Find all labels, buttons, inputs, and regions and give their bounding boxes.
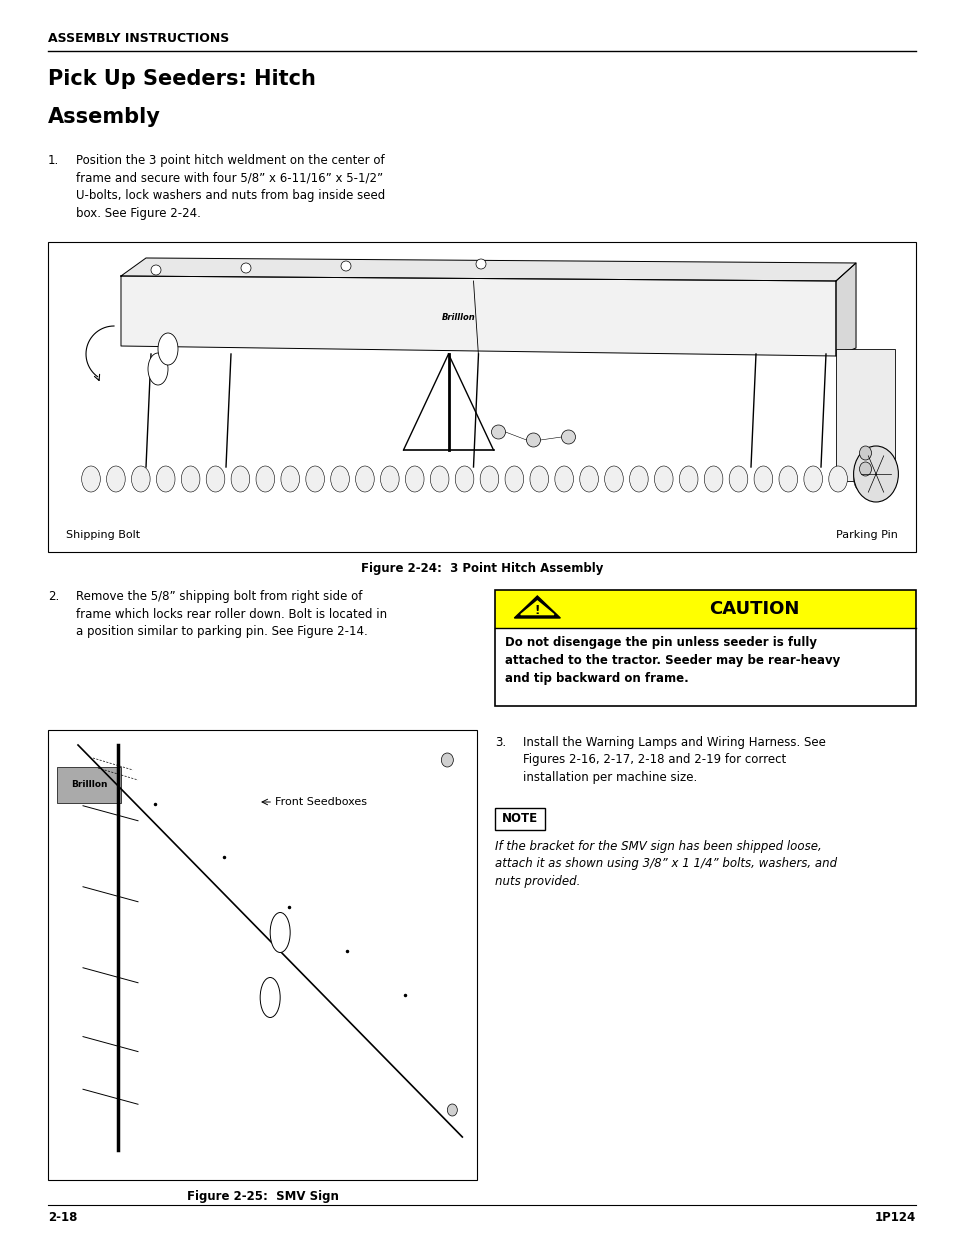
Ellipse shape	[526, 433, 540, 447]
Text: 1P124: 1P124	[874, 1212, 915, 1224]
Text: Remove the 5/8” shipping bolt from right side of
frame which locks rear roller d: Remove the 5/8” shipping bolt from right…	[76, 590, 387, 638]
Ellipse shape	[703, 466, 722, 492]
Ellipse shape	[479, 466, 498, 492]
Text: Shipping Bolt: Shipping Bolt	[66, 530, 140, 540]
Ellipse shape	[340, 261, 351, 270]
Text: Position the 3 point hitch weldment on the center of
frame and secure with four : Position the 3 point hitch weldment on t…	[76, 154, 385, 220]
Ellipse shape	[181, 466, 200, 492]
Ellipse shape	[447, 1104, 456, 1116]
Bar	[495, 629, 915, 706]
Ellipse shape	[231, 466, 250, 492]
Ellipse shape	[430, 466, 449, 492]
Polygon shape	[514, 597, 559, 618]
Ellipse shape	[455, 466, 474, 492]
Ellipse shape	[441, 753, 453, 767]
Text: ASSEMBLY INSTRUCTIONS: ASSEMBLY INSTRUCTIONS	[48, 32, 229, 44]
Polygon shape	[121, 258, 855, 282]
Ellipse shape	[148, 353, 168, 385]
Ellipse shape	[803, 466, 821, 492]
Text: Front Seedboxes: Front Seedboxes	[274, 797, 367, 806]
Ellipse shape	[529, 466, 548, 492]
Ellipse shape	[156, 466, 174, 492]
Ellipse shape	[405, 466, 424, 492]
Ellipse shape	[555, 466, 573, 492]
Ellipse shape	[561, 430, 575, 445]
Ellipse shape	[151, 266, 161, 275]
Ellipse shape	[654, 466, 673, 492]
Text: Assembly: Assembly	[48, 107, 161, 127]
Text: If the bracket for the SMV sign has been shipped loose,
attach it as shown using: If the bracket for the SMV sign has been…	[495, 840, 837, 888]
Text: NOTE: NOTE	[501, 813, 537, 825]
Ellipse shape	[158, 333, 178, 366]
Text: !: !	[534, 604, 539, 616]
Text: Pick Up Seeders: Hitch: Pick Up Seeders: Hitch	[48, 69, 315, 89]
Ellipse shape	[107, 466, 125, 492]
Bar	[48, 242, 915, 552]
Ellipse shape	[331, 466, 349, 492]
Ellipse shape	[779, 466, 797, 492]
Ellipse shape	[270, 913, 290, 952]
Ellipse shape	[579, 466, 598, 492]
Ellipse shape	[306, 466, 324, 492]
Ellipse shape	[604, 466, 622, 492]
Text: 2-18: 2-18	[48, 1212, 77, 1224]
Polygon shape	[520, 601, 554, 615]
Text: 2.: 2.	[48, 590, 59, 603]
Ellipse shape	[476, 259, 485, 269]
Text: Parking Pin: Parking Pin	[835, 530, 897, 540]
Text: Do not disengage the pin unless seeder is fully
attached to the tractor. Seeder : Do not disengage the pin unless seeder i…	[505, 636, 840, 685]
Text: Brilllon: Brilllon	[71, 781, 108, 789]
Bar	[495, 590, 915, 629]
Ellipse shape	[828, 466, 846, 492]
Ellipse shape	[206, 466, 225, 492]
Ellipse shape	[853, 446, 898, 501]
Bar	[48, 730, 476, 1179]
Ellipse shape	[82, 466, 100, 492]
Polygon shape	[835, 263, 855, 356]
Text: Install the Warning Lamps and Wiring Harness. See
Figures 2-16, 2-17, 2-18 and 2: Install the Warning Lamps and Wiring Har…	[523, 736, 825, 784]
Ellipse shape	[255, 466, 274, 492]
Text: Figure 2-25:  SMV Sign: Figure 2-25: SMV Sign	[187, 1191, 338, 1203]
Text: 3.: 3.	[495, 736, 506, 748]
Ellipse shape	[728, 466, 747, 492]
Bar	[495, 808, 545, 830]
Polygon shape	[121, 275, 835, 356]
Text: CAUTION: CAUTION	[708, 600, 799, 618]
Ellipse shape	[260, 977, 280, 1018]
Ellipse shape	[859, 462, 871, 475]
Bar	[495, 590, 915, 706]
Ellipse shape	[132, 466, 150, 492]
Ellipse shape	[491, 425, 505, 438]
Text: Brilllon: Brilllon	[441, 314, 475, 322]
Ellipse shape	[859, 446, 871, 459]
Text: 1.: 1.	[48, 154, 59, 167]
Ellipse shape	[241, 263, 251, 273]
Ellipse shape	[629, 466, 647, 492]
Ellipse shape	[853, 466, 871, 492]
Ellipse shape	[280, 466, 299, 492]
Ellipse shape	[504, 466, 523, 492]
Ellipse shape	[679, 466, 698, 492]
Bar	[835, 350, 894, 480]
Ellipse shape	[355, 466, 374, 492]
Text: Figure 2-24:  3 Point Hitch Assembly: Figure 2-24: 3 Point Hitch Assembly	[360, 562, 602, 576]
Ellipse shape	[753, 466, 772, 492]
Ellipse shape	[380, 466, 398, 492]
